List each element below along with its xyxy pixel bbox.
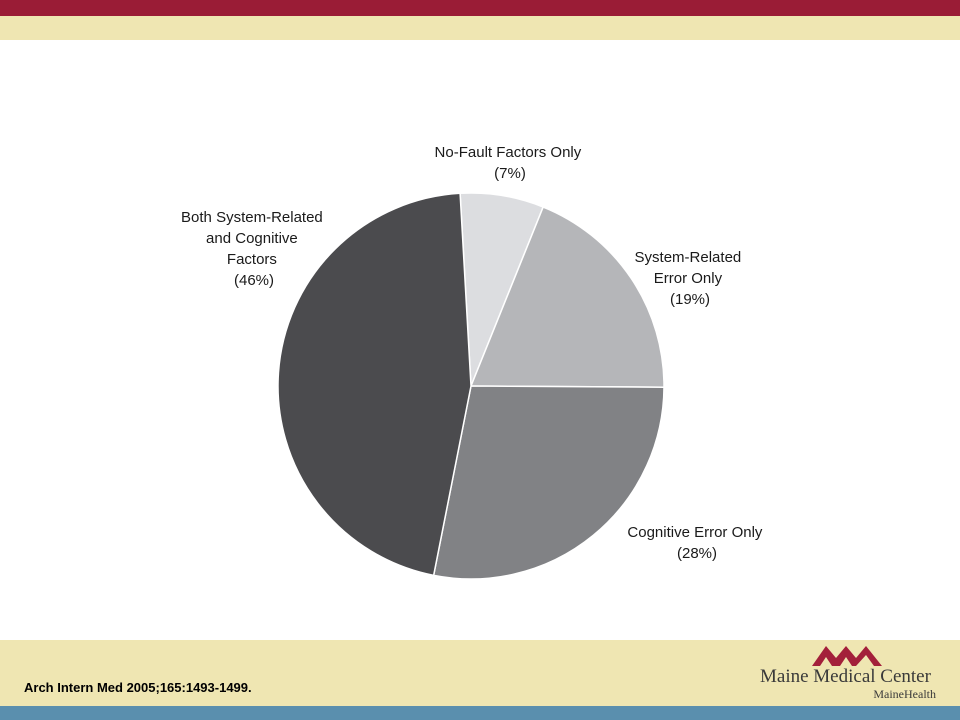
- pie-slices: [277, 192, 665, 580]
- slice-label-both: Both System-Related and Cognitive Factor…: [181, 209, 327, 289]
- slice-both: [277, 192, 472, 577]
- slice-label-cognitive: Cognitive Error Only (28%): [627, 524, 766, 562]
- bottom-accent-bar: [0, 706, 960, 720]
- top-header-band: [0, 16, 960, 40]
- slice-cognitive: [432, 385, 665, 580]
- pie-chart: No-Fault Factors Only (7%) System-Relate…: [181, 144, 766, 580]
- citation-text: Arch Intern Med 2005;165:1493-1499.: [24, 680, 252, 695]
- footer-band: [0, 640, 960, 706]
- mountain-mark-icon: [812, 646, 882, 666]
- slice-label-no-fault: No-Fault Factors Only (7%): [435, 144, 586, 182]
- slice-label-system-related: System-Related Error Only (19%): [635, 249, 746, 308]
- logo-subtitle: MaineHealth: [873, 687, 936, 701]
- maine-medical-center-logo: Maine Medical Center MaineHealth: [756, 642, 946, 704]
- slice-system-related: [469, 206, 665, 388]
- top-accent-bar: [0, 0, 960, 16]
- logo-name: Maine Medical Center: [760, 666, 931, 687]
